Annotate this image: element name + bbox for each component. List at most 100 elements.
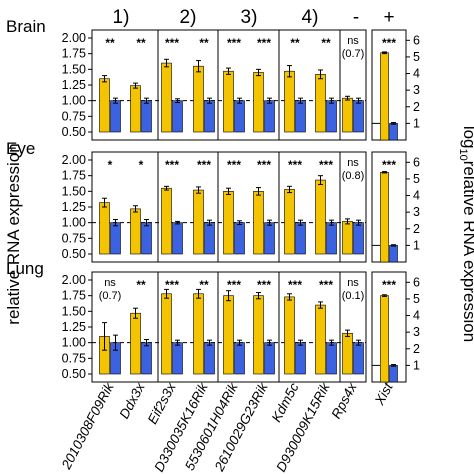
left-axis-tick-label: 1.25	[62, 320, 86, 334]
blue-bar-d930009k15rik	[326, 100, 337, 133]
yellow-bar-d930009k15rik	[315, 304, 326, 375]
significance-label: **	[105, 36, 115, 50]
yellow-bar-2010308f09rik	[99, 202, 110, 255]
left-axis-tick-label: 1.00	[62, 336, 86, 350]
yellow-bar-5530601h04rik	[223, 191, 234, 255]
blue-bar-kdm5c	[295, 100, 306, 133]
blue-bar-d330035k16rik	[204, 100, 215, 133]
tissue-label: Lung	[6, 259, 44, 278]
left-axis-tick-label: 1.75	[62, 47, 86, 61]
yellow-bar-d930009k15rik	[315, 74, 326, 133]
right-axis-tick-label: 5	[413, 292, 420, 306]
blue-bar-d330035k16rik	[204, 222, 215, 255]
left-axis-tick-label: 0.50	[62, 125, 86, 139]
left-axis-tick-label: 1.00	[62, 216, 86, 230]
yellow-bar-xist	[380, 52, 389, 141]
gene-label: Xist	[371, 379, 396, 408]
right-axis-tick-label: 5	[413, 50, 420, 64]
gene-label: Eif2s3x	[145, 379, 180, 426]
yellow-bar-rps4x	[342, 332, 353, 375]
right-axis-tick-label: 5	[413, 172, 420, 186]
group-label-3: 3)	[241, 7, 258, 28]
significance-label: *	[108, 158, 113, 172]
significance-label: ***	[227, 278, 241, 292]
blue-bar-d930009k15rik	[326, 342, 337, 375]
significance-label: ***	[382, 36, 396, 50]
right-axis-tick-label: 3	[413, 325, 420, 339]
significance-label: ***	[382, 158, 396, 172]
blue-bar-xist	[389, 123, 398, 141]
right-axis-tick-label: 2	[413, 222, 420, 236]
yellow-bar-eif2s3x	[161, 62, 172, 133]
yellow-bar-eif2s3x	[161, 187, 172, 255]
left-axis-tick-label: 0.75	[62, 109, 86, 123]
gene-label: Rps4x	[328, 379, 360, 421]
blue-bar-eif2s3x	[172, 100, 183, 133]
left-axis-tick-label: 1.75	[62, 289, 86, 303]
yellow-bar-5530601h04rik	[223, 295, 234, 375]
significance-label: ***	[165, 158, 179, 172]
group-label-positive: +	[383, 7, 394, 28]
blue-bar-d930009k15rik	[326, 222, 337, 255]
xist-plot-frame	[371, 151, 407, 263]
significance-label: ns	[104, 277, 116, 289]
tissue-label: Brain	[6, 17, 46, 36]
yellow-bar-kdm5c	[284, 189, 295, 255]
p-value-label: (0.7)	[99, 290, 122, 302]
blue-bar-2610029g23rik	[264, 222, 275, 255]
left-axis-tick-label: 1.25	[62, 200, 86, 214]
yellow-bar-eif2s3x	[161, 293, 172, 375]
significance-label: ***	[227, 36, 241, 50]
right-axis-tick-label: 3	[413, 83, 420, 97]
yellow-bar-rps4x	[342, 97, 353, 133]
p-value-label: (0.7)	[342, 48, 365, 60]
significance-label: ***	[288, 158, 302, 172]
significance-label: ***	[165, 36, 179, 50]
left-axis-tick-label: 1.50	[62, 304, 86, 318]
blue-bar-2610029g23rik	[264, 100, 275, 133]
blue-bar-5530601h04rik	[234, 100, 245, 133]
yellow-bar-xist	[380, 295, 389, 383]
significance-label: ns	[347, 277, 359, 289]
left-axis-tick-label: 0.50	[62, 367, 86, 381]
right-axis-tick-label: 1	[413, 116, 420, 130]
yellow-bar-xist	[380, 171, 389, 263]
gene-label: Ddx3x	[116, 379, 148, 421]
yellow-bar-5530601h04rik	[223, 70, 234, 133]
significance-label: ***	[165, 278, 179, 292]
blue-bar-2010308f09rik	[110, 100, 121, 133]
significance-label: **	[136, 36, 146, 50]
p-value-label: (0.8)	[342, 170, 365, 182]
right-axis-tick-label: 6	[413, 155, 420, 169]
p-value-label: (0.1)	[342, 290, 365, 302]
yellow-bar-2610029g23rik	[253, 191, 264, 255]
left-axis-tick-label: 1.00	[62, 94, 86, 108]
gene-label: 2010308F09Rik	[58, 379, 117, 472]
yellow-bar-ddx3x	[130, 312, 141, 375]
significance-label: ns	[347, 35, 359, 47]
yellow-bar-d330035k16rik	[193, 189, 204, 255]
blue-bar-eif2s3x	[172, 342, 183, 375]
xist-plot-frame	[371, 271, 407, 383]
blue-bar-xist	[389, 245, 398, 263]
yellow-bar-ddx3x	[130, 208, 141, 255]
left-axis-tick-label: 0.50	[62, 247, 86, 261]
right-axis-tick-label: 2	[413, 100, 420, 114]
yellow-bar-2010308f09rik	[99, 78, 110, 133]
left-axis-tick-label: 1.25	[62, 78, 86, 92]
significance-label: ***	[382, 278, 396, 292]
significance-label: ***	[257, 36, 271, 50]
left-axis-tick-label: 1.75	[62, 169, 86, 183]
group-label-4: 4)	[302, 7, 319, 28]
blue-bar-2010308f09rik	[110, 222, 121, 255]
yellow-bar-rps4x	[342, 221, 353, 255]
blue-bar-rps4x	[353, 222, 364, 255]
blue-bar-kdm5c	[295, 222, 306, 255]
yellow-bar-ddx3x	[130, 85, 141, 133]
blue-bar-d330035k16rik	[204, 342, 215, 375]
significance-label: ***	[197, 158, 211, 172]
right-axis-tick-label: 4	[413, 67, 420, 81]
yellow-bar-d330035k16rik	[193, 293, 204, 375]
